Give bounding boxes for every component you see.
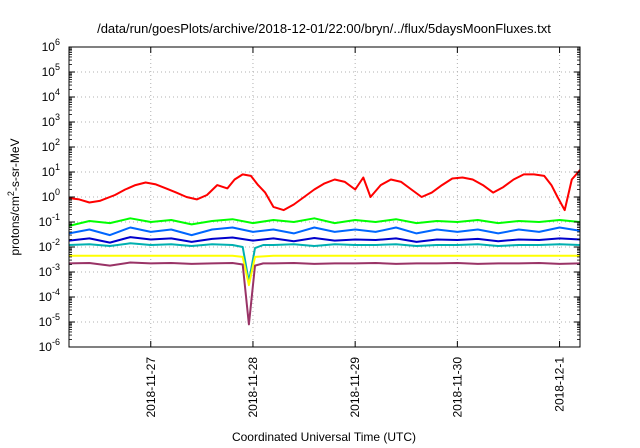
y-tick-label: 103 <box>42 112 60 129</box>
y-tick-label-exponent: 0 <box>55 187 60 197</box>
y-axis-label-sup: 2 <box>6 191 16 196</box>
y-tick-label-base: 10 <box>42 65 56 79</box>
y-tick-label: 10-4 <box>39 287 60 304</box>
ticks <box>69 46 580 348</box>
y-tick-label-base: 10 <box>42 40 56 54</box>
y-tick-label: 10-1 <box>39 212 60 229</box>
y-axis-label-rest: -s-sr-MeV <box>8 138 22 191</box>
y-tick-label: 10-5 <box>39 312 60 329</box>
y-tick-label: 10-3 <box>39 262 60 279</box>
y-tick-label: 10-2 <box>39 237 60 254</box>
y-tick-label: 102 <box>42 137 60 154</box>
y-tick-label-exponent: -2 <box>52 237 60 247</box>
y-tick-label-exponent: 2 <box>55 137 60 147</box>
y-tick-label-exponent: -1 <box>52 212 60 222</box>
y-tick-label-exponent: -5 <box>52 312 60 322</box>
x-axis-label: Coordinated Universal Time (UTC) <box>232 430 416 444</box>
series-line-4 <box>69 242 580 283</box>
y-tick-label-base: 10 <box>42 90 56 104</box>
y-tick-label-exponent: 3 <box>55 112 60 122</box>
y-tick-label: 105 <box>42 62 60 79</box>
y-tick-label-exponent: -6 <box>52 337 60 347</box>
y-tick-label-base: 10 <box>39 215 53 229</box>
series-line-5 <box>69 254 580 287</box>
series-line-2 <box>69 226 580 237</box>
y-tick-label-exponent: 5 <box>55 62 60 72</box>
x-tick-label: 2018-11-28 <box>246 357 260 418</box>
series-line-0 <box>69 169 580 212</box>
x-tick-label: 2018-12-1 <box>553 357 567 412</box>
y-tick-label-base: 10 <box>42 165 56 179</box>
y-tick-label-base: 10 <box>39 315 53 329</box>
y-tick-label-base: 10 <box>39 340 53 354</box>
y-axis-label-base: protons/cm <box>8 196 22 255</box>
y-tick-label-base: 10 <box>39 265 53 279</box>
y-tick-label-base: 10 <box>42 190 56 204</box>
x-tick-label: 2018-11-30 <box>450 357 464 418</box>
series-line-3 <box>69 236 580 244</box>
y-tick-label-base: 10 <box>39 240 53 254</box>
y-tick-label: 10-6 <box>39 337 60 354</box>
y-tick-label-exponent: -4 <box>52 287 60 297</box>
series-line-1 <box>69 217 580 227</box>
y-tick-label: 101 <box>42 162 60 179</box>
x-tick-label: 2018-11-27 <box>144 357 158 418</box>
y-tick-label-base: 10 <box>42 140 56 154</box>
series-line-6 <box>69 261 580 326</box>
y-tick-label-exponent: 4 <box>55 87 60 97</box>
y-tick-label-base: 10 <box>39 290 53 304</box>
series-group <box>69 169 580 326</box>
x-tick-label: 2018-11-29 <box>348 357 362 418</box>
y-tick-label-exponent: 6 <box>55 37 60 47</box>
y-tick-label: 104 <box>42 87 60 104</box>
y-tick-label: 106 <box>42 37 60 54</box>
chart-title: /data/run/goesPlots/archive/2018-12-01/2… <box>97 21 551 36</box>
y-axis-label: protons/cm2-s-sr-MeV <box>6 138 22 255</box>
x-tick-labels: 2018-11-27 2018-11-28 2018-11-29 2018-11-30… <box>144 357 567 418</box>
y-tick-label: 100 <box>42 187 60 204</box>
y-tick-label-exponent: -3 <box>52 262 60 272</box>
y-tick-labels: 10-610-510-410-310-210-11001011021031041… <box>39 37 60 354</box>
y-tick-label-base: 10 <box>42 115 56 129</box>
y-tick-label-exponent: 1 <box>55 162 60 172</box>
